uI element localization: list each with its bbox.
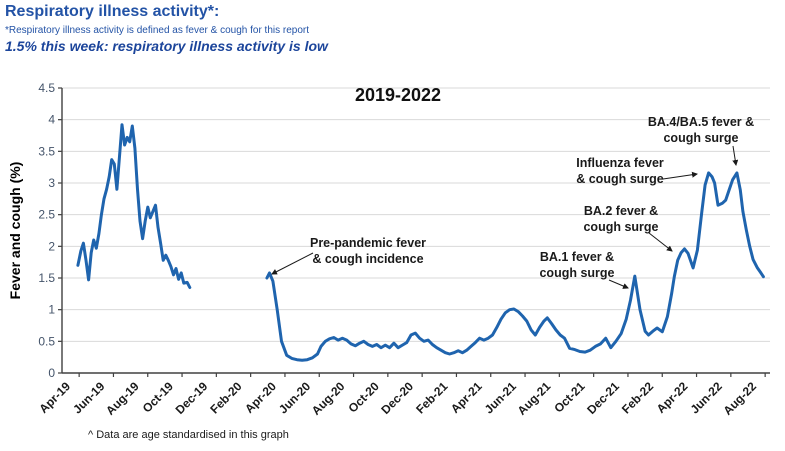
fever-cough-line [76, 123, 192, 289]
weekly-summary: 1.5% this week: respiratory illness acti… [5, 38, 328, 54]
annotation-label: Influenza fever [576, 156, 664, 170]
x-tick-label: Feb-22 [619, 379, 656, 416]
x-tick-label: Jun-20 [276, 379, 313, 416]
y-tick-label: 2.5 [38, 208, 55, 222]
y-tick-label: 1.5 [38, 271, 55, 285]
annotation-label: BA.4/BA.5 fever & [648, 115, 754, 129]
x-tick-label: Apr-22 [654, 379, 691, 416]
x-tick-label: Jun-21 [482, 379, 519, 416]
x-tick-label: Aug-19 [103, 379, 142, 418]
x-tick-label: Oct-19 [140, 379, 177, 416]
annotation-label: cough surge [539, 266, 614, 280]
page-title: Respiratory illness activity*: [5, 3, 220, 20]
x-tick-label: Oct-21 [551, 379, 588, 416]
y-tick-label: 4 [48, 113, 55, 127]
y-tick-label: 0 [48, 366, 55, 380]
x-tick-label: Apr-20 [242, 379, 279, 416]
x-tick-label: Apr-21 [448, 379, 485, 416]
x-tick-label: Oct-20 [346, 379, 383, 416]
x-tick-label: Aug-22 [720, 379, 759, 418]
chart-title: 2019-2022 [355, 85, 441, 105]
annotation-label: BA.2 fever & [584, 204, 658, 218]
annotation-label: cough surge [663, 131, 738, 145]
y-tick-label: 1 [48, 303, 55, 317]
annotation-arrow [271, 252, 314, 275]
y-tick-label: 2 [48, 239, 55, 253]
x-tick-label: Dec-19 [173, 379, 211, 417]
annotation-label: & cough incidence [312, 252, 423, 266]
y-tick-label: 0.5 [38, 334, 55, 348]
x-tick-label: Apr-19 [36, 379, 73, 416]
x-tick-label: Feb-21 [413, 379, 450, 416]
y-tick-label: 3.5 [38, 144, 55, 158]
y-tick-label: 4.5 [38, 81, 55, 95]
annotation-arrow [648, 232, 673, 252]
fever-cough-line [265, 171, 765, 362]
age-standardised-note: ^ Data are age standardised in this grap… [88, 429, 289, 441]
x-tick-label: Jun-19 [70, 379, 107, 416]
x-tick-label: Dec-21 [584, 379, 622, 417]
y-axis-title: Fever and cough (%) [7, 162, 23, 300]
annotation-arrow [732, 145, 739, 166]
x-tick-label: Aug-20 [309, 379, 348, 418]
annotation-arrow [662, 171, 698, 180]
annotation-label: Pre-pandemic fever [310, 236, 426, 250]
x-tick-label: Aug-21 [515, 379, 554, 418]
x-tick-label: Feb-20 [207, 379, 244, 416]
y-tick-label: 3 [48, 176, 55, 190]
x-tick-label: Dec-20 [378, 379, 416, 417]
x-tick-label: Jun-22 [688, 379, 725, 416]
title-footnote: *Respiratory illness activity is defined… [5, 25, 310, 36]
annotation-label: & cough surge [576, 172, 664, 186]
annotation-arrow [608, 279, 629, 289]
annotation-label: BA.1 fever & [540, 250, 614, 264]
annotation-label: cough surge [583, 220, 658, 234]
